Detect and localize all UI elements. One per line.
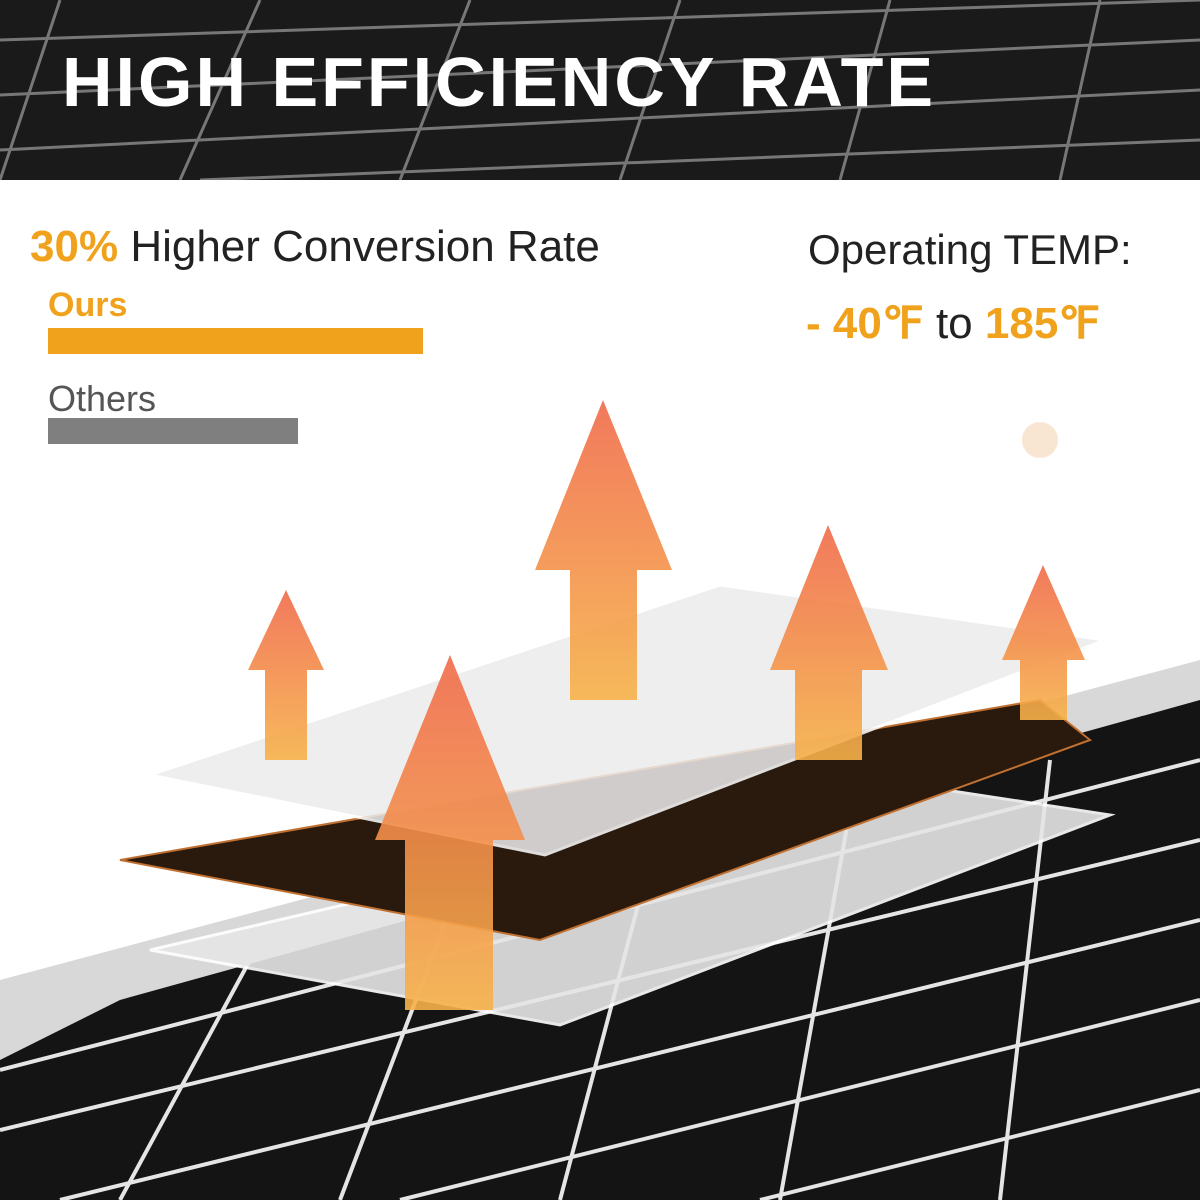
conversion-headline: 30% Higher Conversion Rate [30, 222, 600, 272]
conversion-text: Higher Conversion Rate [130, 222, 600, 271]
solar-cell-grid-background [0, 0, 1200, 180]
heat-arrows [248, 400, 1085, 1010]
light-flare [1022, 422, 1058, 458]
ours-label: Ours [48, 286, 128, 324]
title-banner: HIGH EFFICIENCY RATE [0, 0, 1200, 180]
heat-arrow-icon [375, 655, 525, 1010]
heat-arrow-icon [248, 590, 324, 760]
temp-high: 185℉ [984, 299, 1101, 348]
ours-bar [48, 328, 423, 354]
others-label: Others [48, 378, 157, 419]
heat-arrow-icon [1002, 565, 1085, 720]
operating-temp-range: - 40℉ to 185℉ [806, 298, 1100, 349]
temp-low: - 40℉ [806, 299, 924, 348]
conversion-percent: 30% [30, 222, 119, 271]
others-bar [48, 418, 299, 444]
temp-joiner: to [935, 299, 973, 348]
page-title: HIGH EFFICIENCY RATE [62, 43, 937, 121]
operating-temp-label: Operating TEMP: [808, 226, 1132, 273]
heat-arrow-icon [770, 525, 888, 760]
heat-arrow-icon [535, 400, 672, 700]
